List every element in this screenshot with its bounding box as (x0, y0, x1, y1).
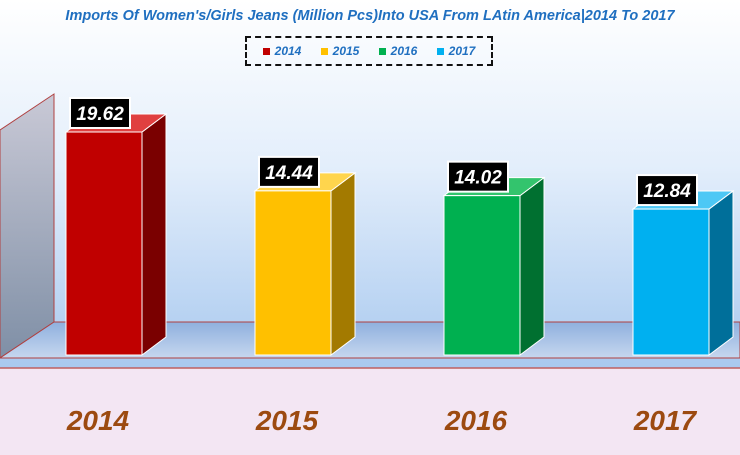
bar-2017 (631, 190, 735, 356)
data-label-text-2017: 12.84 (643, 181, 691, 202)
data-label-box-2015 (258, 155, 320, 188)
data-label-2016: 14.02 (447, 160, 509, 193)
legend: 2014 2015 2016 2017 (245, 36, 493, 66)
legend-label-2014: 2014 (274, 44, 302, 58)
bar-side-2016 (519, 176, 545, 356)
bar-front-2016 (443, 195, 521, 356)
bar-side-2014 (141, 113, 167, 356)
data-label-box-2016 (447, 160, 509, 193)
data-label-2014: 19.62 (69, 97, 131, 129)
data-label-2015: 14.44 (258, 155, 320, 188)
category-labels-layer: 2014 2015 2016 2017 (66, 405, 698, 436)
bar-2015 (253, 171, 357, 356)
data-label-box-2017 (636, 174, 698, 207)
bar-front-2014 (65, 131, 143, 356)
legend-label-2015: 2015 (332, 44, 360, 58)
legend-label-2016: 2016 (390, 44, 418, 58)
category-label-2014: 2014 (66, 405, 130, 436)
legend-swatch-2016 (378, 47, 386, 55)
bar-side-2017 (708, 190, 734, 356)
legend-item-2016: 2016 (378, 44, 418, 58)
data-label-box-2014 (69, 97, 131, 129)
legend-item-2017: 2017 (436, 44, 476, 58)
legend-swatch-2015 (320, 47, 328, 55)
category-label-2017: 2017 (633, 405, 698, 436)
category-band (0, 368, 740, 455)
data-label-2017: 12.84 (636, 174, 698, 207)
data-labels-layer: 19.62 14.44 14.02 12.84 (69, 97, 698, 207)
category-label-2016: 2016 (444, 405, 508, 436)
bar-side-2015 (330, 171, 356, 356)
data-label-text-2015: 14.44 (265, 163, 313, 184)
bar-front-2015 (254, 190, 332, 356)
bar-2014 (64, 113, 168, 356)
data-label-text-2016: 14.02 (454, 168, 502, 189)
data-label-text-2014: 19.62 (76, 104, 124, 125)
legend-swatch-2014 (262, 47, 270, 55)
floor (0, 321, 740, 359)
side-wall (0, 93, 55, 359)
category-label-2015: 2015 (255, 405, 319, 436)
legend-item-2014: 2014 (262, 44, 302, 58)
bar-2016 (442, 176, 546, 356)
legend-swatch-2017 (436, 47, 444, 55)
legend-label-2017: 2017 (448, 44, 476, 58)
legend-item-2015: 2015 (320, 44, 360, 58)
chart-title: Imports Of Women's/Girls Jeans (Million … (65, 8, 675, 24)
bar-front-2017 (632, 208, 710, 356)
